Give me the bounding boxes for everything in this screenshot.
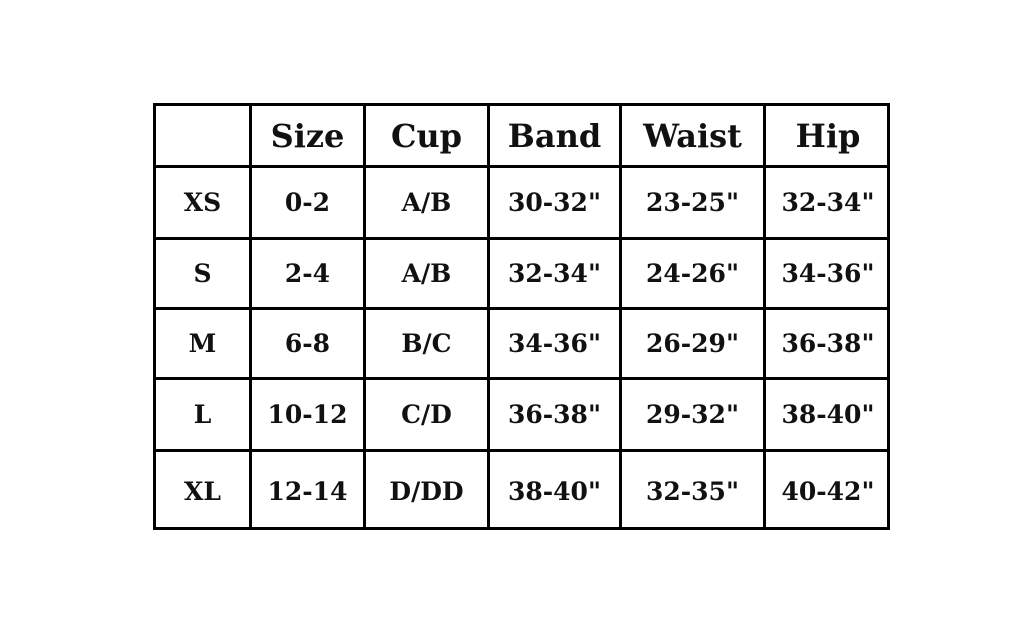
table-cell: 29-32": [622, 380, 766, 452]
table-cell: 36-38": [490, 380, 622, 452]
column-header: Hip: [766, 106, 890, 168]
table-cell: 32-35": [622, 452, 766, 530]
table-cell: 12-14: [252, 452, 366, 530]
column-header: Waist: [622, 106, 766, 168]
table-cell: 40-42": [781, 476, 875, 506]
size-chart-table: Size Cup Band Waist Hip XS 0-2 A/B 30-32" 23-25" 3…: [153, 103, 890, 530]
table-cell: 38-40": [490, 452, 622, 530]
table-cell: 26-29": [622, 310, 766, 380]
table-cell: 34-36": [766, 240, 890, 310]
table-cell: 2-4: [252, 240, 366, 310]
corner-cell: [156, 106, 252, 168]
table-cell: 0-2: [252, 168, 366, 240]
row-label: L: [156, 380, 252, 452]
table-cell: D/DD: [366, 452, 490, 530]
table-cell: 36-38": [766, 310, 890, 380]
row-label: XL: [156, 452, 252, 530]
table-cell: 10-12: [252, 380, 366, 452]
table-cell: B/C: [366, 310, 490, 380]
column-header: Size: [252, 106, 366, 168]
table-cell: 32-34": [766, 168, 890, 240]
row-label: XS: [156, 168, 252, 240]
table-cell: 32-34": [490, 240, 622, 310]
table-cell: 6-8: [252, 310, 366, 380]
column-header: Band: [490, 106, 622, 168]
table-cell: 24-26": [622, 240, 766, 310]
table-cell: 30-32": [490, 168, 622, 240]
table-cell: 34-36": [490, 310, 622, 380]
row-label: S: [156, 240, 252, 310]
column-header: Cup: [366, 106, 490, 168]
table-cell: A/B: [366, 240, 490, 310]
row-label: M: [156, 310, 252, 380]
table-cell: A/B: [366, 168, 490, 240]
table-cell: C/D: [366, 380, 490, 452]
table-cell: 23-25": [622, 168, 766, 240]
table-cell: 38-40": [766, 380, 890, 452]
